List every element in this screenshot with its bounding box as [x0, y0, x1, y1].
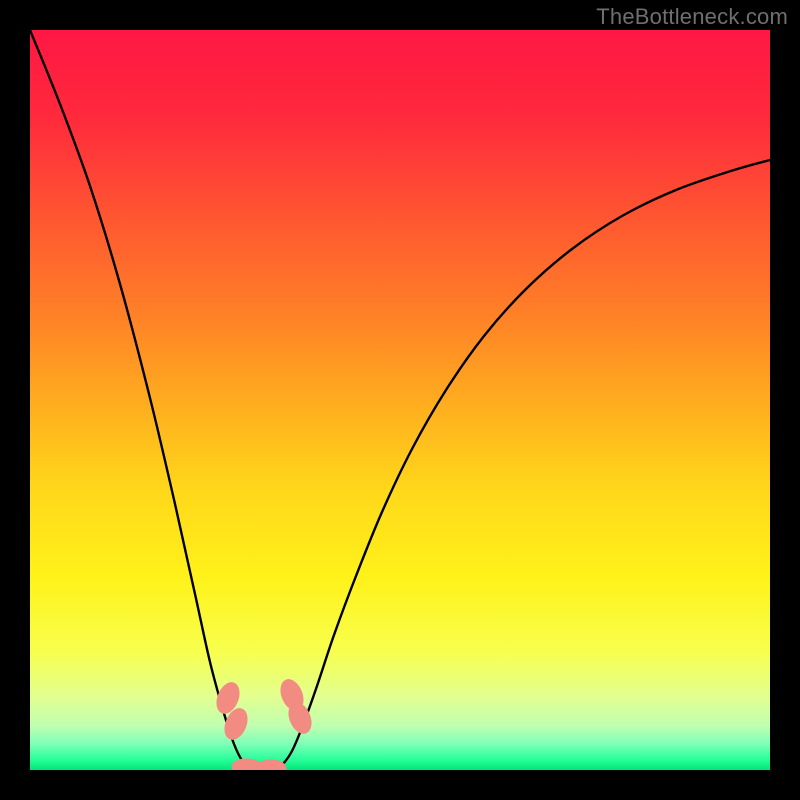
- watermark-text: TheBottleneck.com: [596, 4, 788, 30]
- gradient-background: [30, 30, 770, 770]
- bottleneck-chart: [0, 0, 800, 800]
- chart-frame: TheBottleneck.com: [0, 0, 800, 800]
